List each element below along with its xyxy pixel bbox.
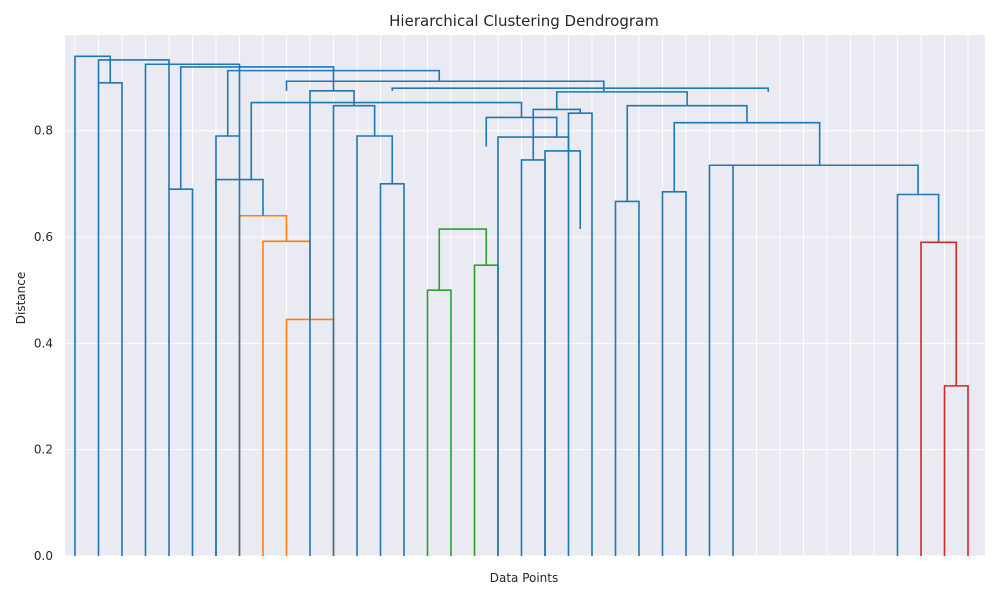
dendrogram-link — [896, 193, 940, 556]
y-tick-label: 0.0 — [34, 549, 53, 563]
dendrogram-link — [250, 101, 523, 180]
y-tick-label: 0.4 — [34, 336, 53, 350]
dendrogram-link — [426, 289, 452, 556]
dendrogram-link — [555, 91, 688, 110]
dendrogram-link — [226, 69, 441, 137]
y-tick-label: 0.8 — [34, 124, 53, 138]
dendrogram-link — [309, 90, 355, 556]
dendrogram-link — [144, 63, 241, 556]
y-tick-label: 0.2 — [34, 443, 53, 457]
dendrogram-link — [391, 87, 770, 92]
dendrogram-link — [661, 191, 687, 556]
y-axis-label: Distance — [14, 272, 28, 324]
dendrogram-link — [943, 385, 969, 556]
dendrogram-link — [721, 164, 919, 195]
dendrogram-link — [920, 241, 958, 556]
dendrogram-link — [438, 228, 488, 291]
dendrogram-link — [485, 116, 558, 147]
dendrogram-link — [74, 55, 112, 556]
y-tick-label: 0.6 — [34, 230, 53, 244]
dendrogram-link — [97, 59, 170, 190]
chart-title: Hierarchical Clustering Dendrogram — [389, 12, 659, 30]
plot-area — [65, 35, 985, 556]
dendrogram-link — [532, 108, 582, 160]
dendrogram-link — [285, 80, 605, 92]
dendrogram-link — [179, 66, 335, 190]
x-axis-label: Data Points — [490, 571, 559, 585]
dendrogram-links — [74, 55, 969, 556]
y-ticks: 0.0 0.2 0.4 0.6 0.8 — [34, 124, 53, 563]
dendrogram-link — [497, 136, 570, 556]
dendrogram-link — [544, 150, 582, 556]
